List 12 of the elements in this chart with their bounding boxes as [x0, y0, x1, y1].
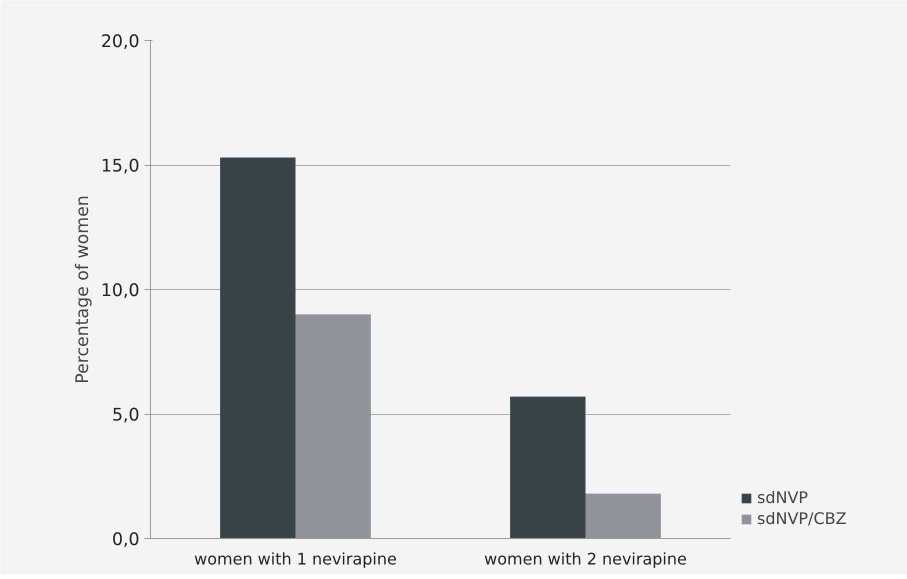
y-tick-label: 20,0	[100, 32, 140, 52]
y-tick-label: 5,0	[112, 406, 140, 426]
bar	[220, 158, 296, 538]
bar	[510, 396, 586, 538]
y-tick-label: 10,0	[100, 281, 140, 301]
legend-label: sdNVP/CBZ	[757, 509, 847, 528]
legend-label: sdNVP	[757, 488, 808, 507]
x-tick-label: women with 2 nevirapine	[484, 550, 687, 568]
y-tick-label: 0,0	[112, 530, 140, 550]
y-tick-label: 15,0	[100, 156, 140, 176]
y-axis-title: Percentage of women	[72, 195, 93, 384]
x-tick-label: women with 1 nevirapine	[194, 550, 397, 568]
